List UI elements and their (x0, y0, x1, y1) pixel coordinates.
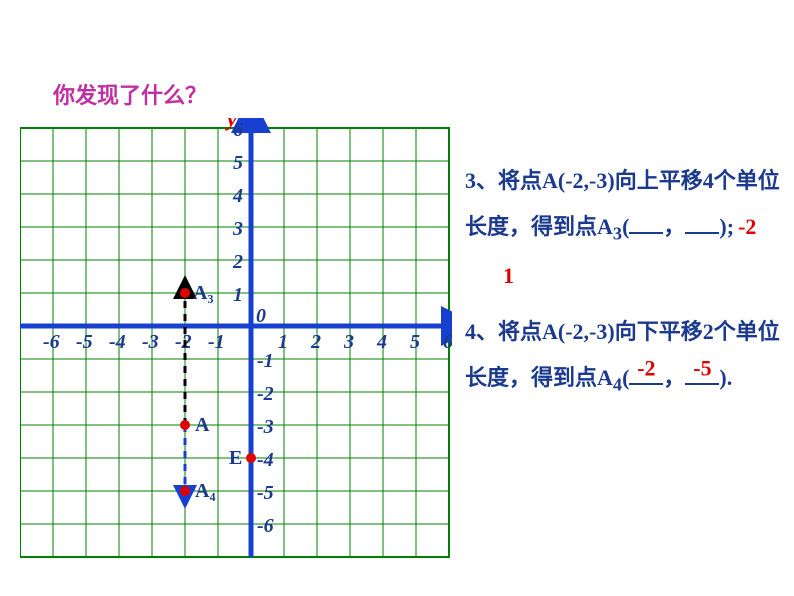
svg-text:-6: -6 (257, 515, 274, 537)
svg-text:-4: -4 (257, 449, 274, 471)
answer-3b: 1 (503, 263, 514, 288)
blank-4a: -2 (629, 359, 663, 385)
svg-text:4: 4 (376, 331, 387, 353)
blank-3b (685, 208, 719, 234)
svg-text:A₃: A₃ (193, 282, 213, 304)
svg-text:A₄: A₄ (195, 480, 215, 502)
svg-text:6: 6 (233, 119, 243, 141)
svg-text:2: 2 (232, 251, 243, 273)
svg-text:3: 3 (232, 218, 243, 240)
svg-text:1: 1 (233, 284, 243, 306)
svg-text:0: 0 (256, 305, 266, 327)
svg-text:-2: -2 (175, 331, 192, 353)
svg-text:-4: -4 (109, 331, 126, 353)
svg-text:4: 4 (232, 185, 243, 207)
svg-text:-5: -5 (76, 331, 93, 353)
svg-text:-6: -6 (43, 331, 60, 353)
svg-text:-5: -5 (257, 482, 274, 504)
svg-text:5: 5 (233, 152, 243, 174)
problem-4: 4、将点A(-2,-3)向下平移2个单位长度，得到点A4(-2，-5). (465, 309, 780, 404)
problem-text: 3、将点A(-2,-3)向上平移4个单位长度，得到点A3(，);-2 1 4、将… (465, 158, 780, 404)
coordinate-chart: xy0-6-5-4-3-2-1123456123456-1-2-3-4-5-6A… (20, 118, 452, 559)
svg-text:E: E (229, 447, 242, 469)
problem-3: 3、将点A(-2,-3)向上平移4个单位长度，得到点A3(，);-2 1 (465, 158, 780, 299)
svg-text:-2: -2 (257, 383, 274, 405)
question-title: 你发现了什么？ (53, 78, 207, 110)
svg-text:2: 2 (310, 331, 321, 353)
svg-text:3: 3 (343, 331, 354, 353)
svg-text:-3: -3 (142, 331, 159, 353)
svg-text:-3: -3 (257, 416, 274, 438)
answer-4b: -5 (693, 346, 711, 392)
svg-text:6: 6 (443, 331, 452, 353)
blank-3a (629, 208, 663, 234)
svg-text:5: 5 (410, 331, 420, 353)
svg-text:1: 1 (278, 331, 288, 353)
answer-4a: -2 (637, 346, 655, 392)
svg-text:-1: -1 (257, 350, 274, 372)
blank-4b: -5 (685, 359, 719, 385)
svg-text:-1: -1 (208, 331, 225, 353)
svg-text:A: A (195, 414, 210, 436)
answer-3a: -2 (738, 214, 756, 239)
